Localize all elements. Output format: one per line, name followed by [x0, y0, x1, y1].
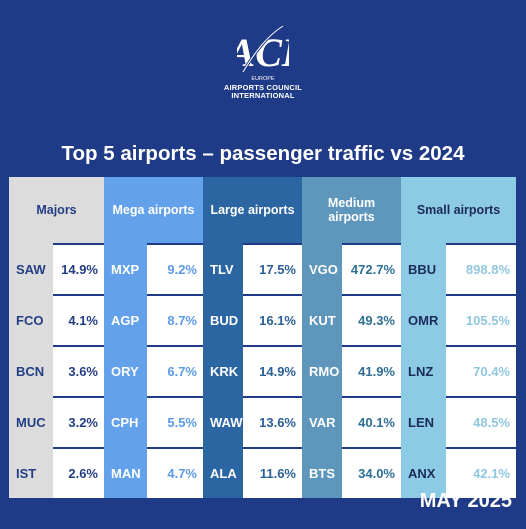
medium-value: 34.0%	[342, 449, 401, 498]
medium-value: 472.7%	[342, 245, 401, 294]
large-value: 17.5%	[243, 245, 302, 294]
majors-code: FCO	[9, 296, 53, 345]
small-code: ANX	[401, 449, 446, 498]
small-value: 70.4%	[446, 347, 516, 396]
majors-code: MUC	[9, 398, 53, 447]
mega-value: 4.7%	[147, 449, 203, 498]
page-title: Top 5 airports – passenger traffic vs 20…	[61, 142, 465, 165]
large-value: 11.6%	[243, 449, 302, 498]
majors-value: 14.9%	[53, 245, 104, 294]
report-date: MAY 2025	[419, 490, 512, 512]
mega-value: 8.7%	[147, 296, 203, 345]
majors-value: 2.6%	[53, 449, 104, 498]
header-large-airports: Large airports	[203, 177, 302, 243]
majors-value: 3.2%	[53, 398, 104, 447]
small-code: LEN	[401, 398, 446, 447]
medium-value: 41.9%	[342, 347, 401, 396]
large-code: TLV	[203, 245, 243, 294]
large-value: 14.9%	[243, 347, 302, 396]
medium-value: 49.3%	[342, 296, 401, 345]
medium-code: KUT	[302, 296, 342, 345]
aci-europe-logo: ACI EUROPE AIRPORTS COUNCIL INTERNATIONA…	[213, 22, 313, 118]
large-value: 16.1%	[243, 296, 302, 345]
majors-code: SAW	[9, 245, 53, 294]
small-value: 105.5%	[446, 296, 516, 345]
small-value: 42.1%	[446, 449, 516, 498]
medium-code: BTS	[302, 449, 342, 498]
large-value: 13.6%	[243, 398, 302, 447]
table-row: FCO 4.1% AGP 8.7% BUD 16.1% KUT 49.3% OM…	[9, 296, 516, 345]
majors-code: IST	[9, 449, 53, 498]
large-code: WAW	[203, 398, 243, 447]
mega-value: 9.2%	[147, 245, 203, 294]
small-code: BBU	[401, 245, 446, 294]
table-row: MUC 3.2% CPH 5.5% WAW 13.6% VAR 40.1% LE…	[9, 398, 516, 447]
airports-table: Majors Mega airports Large airports Medi…	[9, 177, 516, 498]
small-code: OMR	[401, 296, 446, 345]
large-code: KRK	[203, 347, 243, 396]
small-value: 898.8%	[446, 245, 516, 294]
logo-region-text: EUROPE	[251, 76, 275, 82]
medium-code: RMO	[302, 347, 342, 396]
table-row: BCN 3.6% ORY 6.7% KRK 14.9% RMO 41.9% LN…	[9, 347, 516, 396]
majors-value: 4.1%	[53, 296, 104, 345]
medium-code: VGO	[302, 245, 342, 294]
header-majors: Majors	[9, 177, 104, 243]
header-medium-line-1: Medium	[327, 196, 376, 210]
mega-code: MXP	[104, 245, 147, 294]
small-code: LNZ	[401, 347, 446, 396]
table-row: SAW 14.9% MXP 9.2% TLV 17.5% VGO 472.7% …	[9, 245, 516, 294]
large-code: ALA	[203, 449, 243, 498]
header-medium-airports: Medium airports	[302, 177, 401, 243]
header-small-airports: Small airports	[401, 177, 516, 243]
header-row: Majors Mega airports Large airports Medi…	[9, 177, 516, 243]
medium-value: 40.1%	[342, 398, 401, 447]
medium-code: VAR	[302, 398, 342, 447]
logo-line-1: AIRPORTS COUNCIL	[223, 83, 303, 92]
header-medium-line-2: airports	[328, 210, 375, 224]
mega-value: 5.5%	[147, 398, 203, 447]
logo-line-2: INTERNATIONAL	[231, 91, 295, 100]
mega-code: MAN	[104, 449, 147, 498]
mega-code: AGP	[104, 296, 147, 345]
mega-value: 6.7%	[147, 347, 203, 396]
majors-value: 3.6%	[53, 347, 104, 396]
mega-code: ORY	[104, 347, 147, 396]
large-code: BUD	[203, 296, 243, 345]
table-row: IST 2.6% MAN 4.7% ALA 11.6% BTS 34.0% AN…	[9, 449, 516, 498]
mega-code: CPH	[104, 398, 147, 447]
aci-logo-mark-icon: ACI EUROPE	[237, 24, 289, 82]
small-value: 48.5%	[446, 398, 516, 447]
majors-code: BCN	[9, 347, 53, 396]
header-mega-airports: Mega airports	[104, 177, 203, 243]
